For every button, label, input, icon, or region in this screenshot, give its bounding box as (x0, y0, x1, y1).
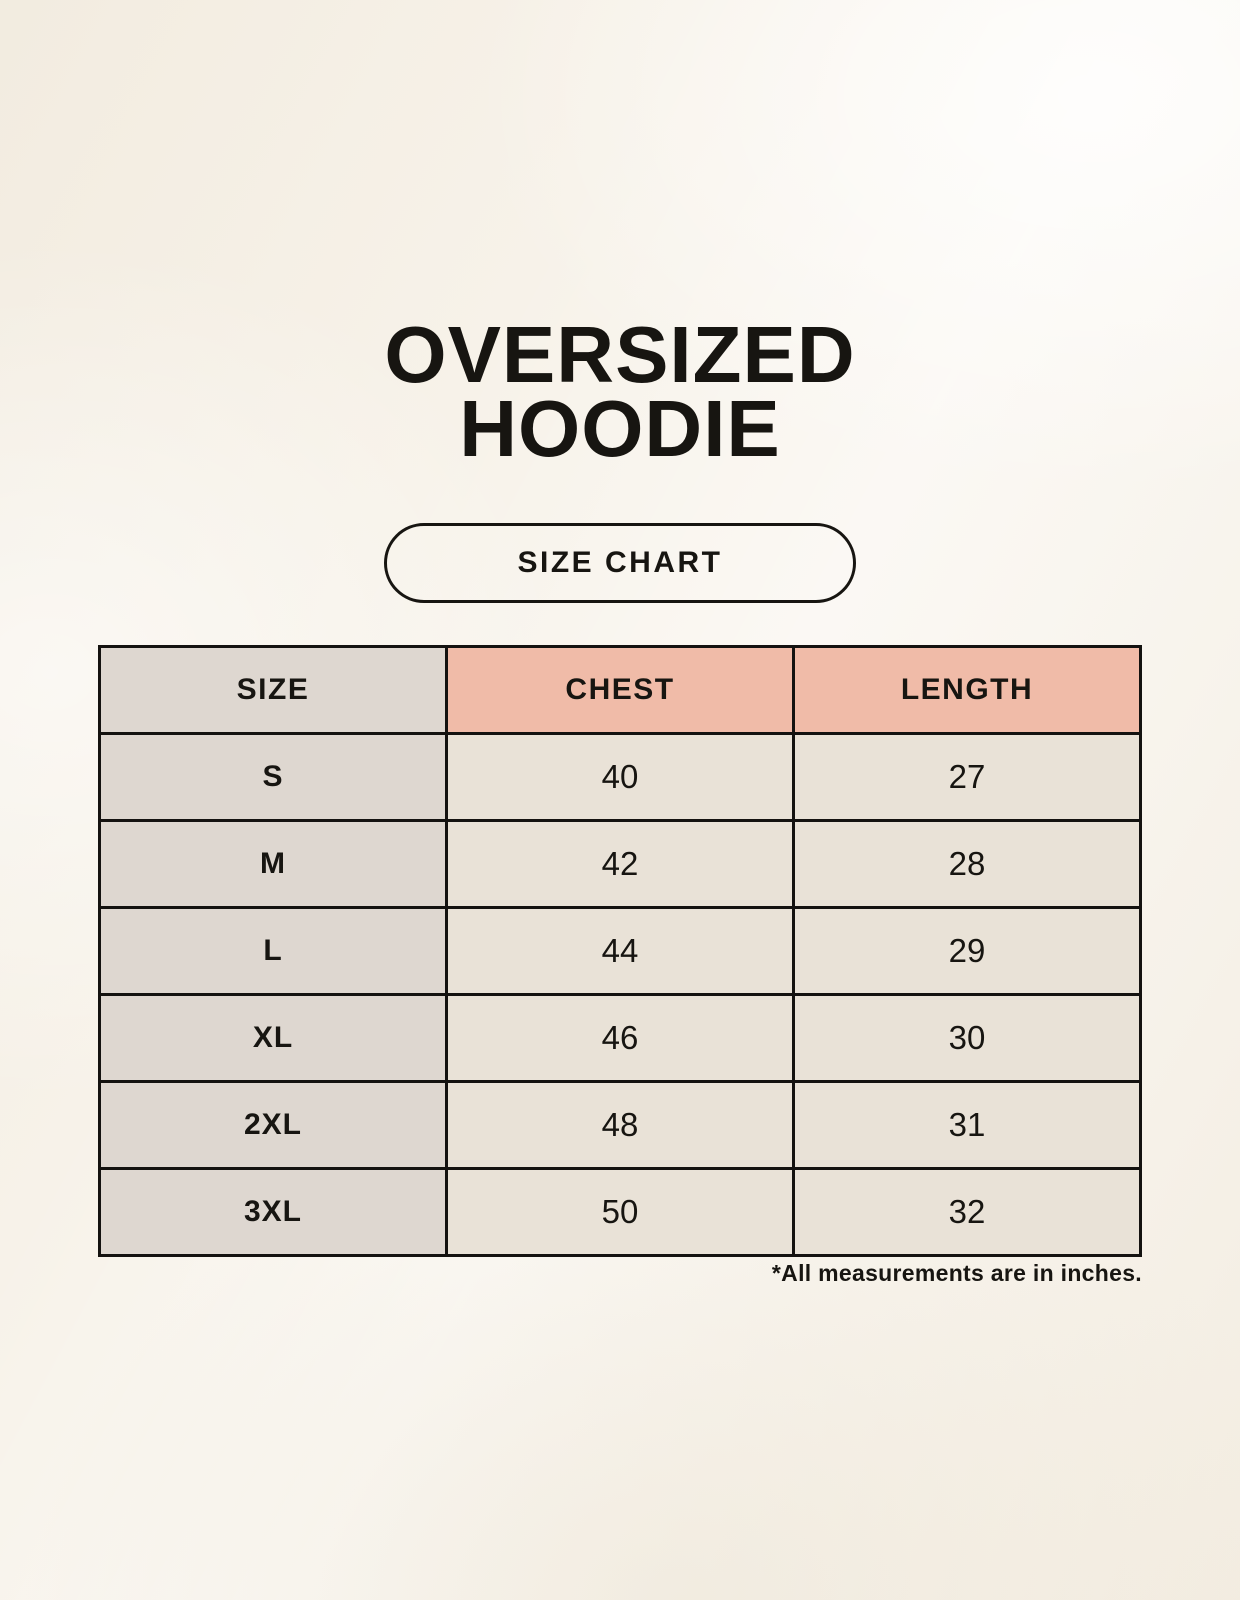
size-table: SIZE CHEST LENGTH S 40 27 M 42 28 L 44 29 XL 46 30 2XL… (98, 645, 1142, 1257)
header-cell-size: SIZE (98, 645, 448, 735)
size-chart-badge[interactable]: SIZE CHART (384, 523, 856, 603)
length-cell: 31 (792, 1080, 1142, 1170)
table-row: M 42 28 (98, 819, 1142, 909)
length-cell: 29 (792, 906, 1142, 996)
measurements-footnote: *All measurements are in inches. (771, 1260, 1142, 1286)
size-cell: S (98, 732, 448, 822)
size-table-head: SIZE CHEST LENGTH (98, 645, 1142, 735)
header-cell-chest: CHEST (445, 645, 795, 735)
header-cell-length: LENGTH (792, 645, 1142, 735)
chest-cell: 44 (445, 906, 795, 996)
page-title: OVERSIZED HOODIE (0, 310, 1240, 473)
table-row: S 40 27 (98, 732, 1142, 822)
chest-cell: 40 (445, 732, 795, 822)
table-row: 2XL 48 31 (98, 1080, 1142, 1170)
size-cell: L (98, 906, 448, 996)
title-line-1: OVERSIZED (384, 310, 856, 399)
size-table-body: S 40 27 M 42 28 L 44 29 XL 46 30 2XL 48 31 3XL 50 32 (98, 732, 1142, 1257)
table-row: 3XL 50 32 (98, 1167, 1142, 1257)
length-cell: 30 (792, 993, 1142, 1083)
size-cell: M (98, 819, 448, 909)
length-cell: 32 (792, 1167, 1142, 1257)
size-cell: 3XL (98, 1167, 448, 1257)
header-row: SIZE CHEST LENGTH (98, 645, 1142, 735)
size-chart-badge-label: SIZE CHART (517, 546, 723, 579)
chest-cell: 50 (445, 1167, 795, 1257)
size-cell: 2XL (98, 1080, 448, 1170)
chest-cell: 46 (445, 993, 795, 1083)
chest-cell: 42 (445, 819, 795, 909)
chest-cell: 48 (445, 1080, 795, 1170)
table-row: XL 46 30 (98, 993, 1142, 1083)
length-cell: 27 (792, 732, 1142, 822)
size-cell: XL (98, 993, 448, 1083)
table-row: L 44 29 (98, 906, 1142, 996)
title-line-2: HOODIE (459, 384, 781, 473)
length-cell: 28 (792, 819, 1142, 909)
